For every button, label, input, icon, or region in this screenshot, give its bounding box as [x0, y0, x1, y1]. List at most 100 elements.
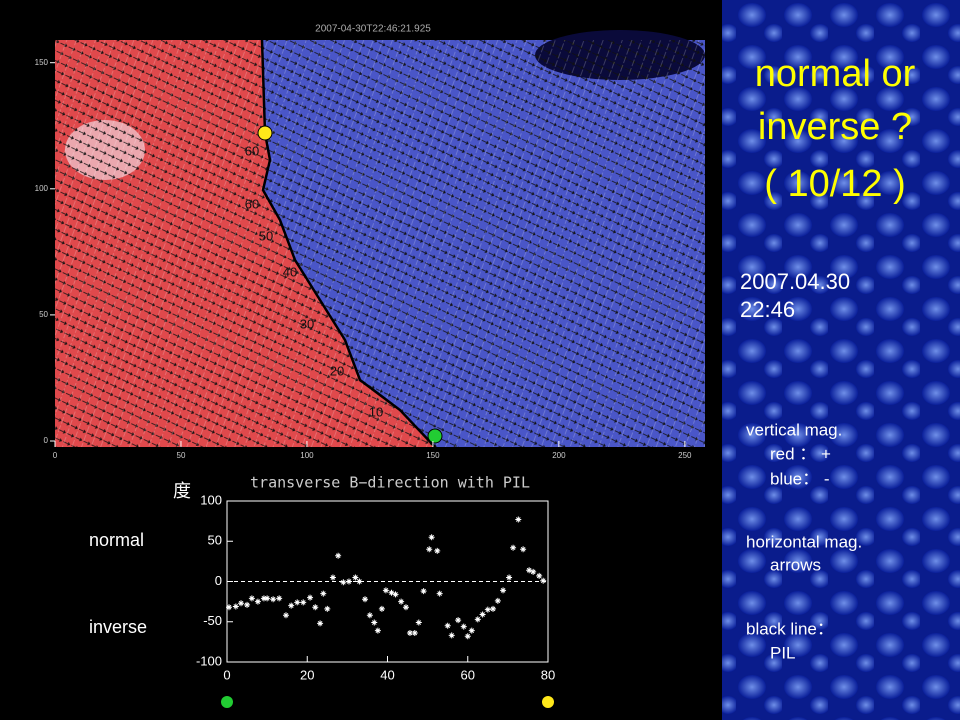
- end-dot: [427, 428, 443, 444]
- data-point: [382, 587, 389, 594]
- y-tick-label: 0: [215, 573, 222, 588]
- data-point: [362, 596, 369, 603]
- data-point: [366, 612, 373, 619]
- data-point: [238, 600, 245, 607]
- x-tick-label: 0: [223, 667, 230, 682]
- data-point: [540, 577, 547, 584]
- y-tick-label: -50: [203, 613, 222, 628]
- data-point: [335, 552, 342, 559]
- y-tick-label: -100: [196, 653, 222, 668]
- data-point: [520, 546, 527, 553]
- data-point: [307, 594, 314, 601]
- x-tick-label: 20: [300, 667, 314, 682]
- pil-angle-label: 50: [259, 228, 273, 243]
- x-tick-label: 100: [300, 451, 314, 460]
- y-tick-label: 100: [200, 492, 222, 507]
- data-point: [392, 591, 399, 598]
- y-tick-label: 50: [208, 533, 222, 548]
- y-tick-label: 0: [44, 436, 49, 445]
- start-dot: [221, 696, 233, 708]
- data-point: [288, 602, 295, 609]
- data-point: [312, 604, 319, 611]
- data-point: [494, 597, 501, 604]
- legend-text: PIL: [770, 643, 796, 662]
- arrows-light: [55, 40, 705, 447]
- data-point: [506, 574, 513, 581]
- data-point: [474, 616, 481, 623]
- data-point: [374, 627, 381, 634]
- data-point: [406, 630, 413, 637]
- legend-text: horizontal mag.: [746, 532, 862, 551]
- time: 22:46: [740, 297, 795, 322]
- data-point: [460, 623, 467, 630]
- data-point: [411, 630, 418, 637]
- granulation-background: [722, 0, 960, 720]
- data-point: [254, 598, 261, 605]
- data-point: [232, 603, 239, 610]
- data-point: [420, 588, 427, 595]
- y-tick-label: 50: [39, 310, 48, 319]
- pil-angle-label: 30: [300, 316, 314, 331]
- data-point: [468, 627, 475, 634]
- pil-angle-label: 60: [245, 143, 259, 158]
- plot-frame: [226, 500, 549, 663]
- pil-angle-label: 60: [245, 196, 259, 211]
- data-point: [270, 596, 277, 603]
- data-point: [248, 595, 255, 602]
- data-point: [324, 605, 331, 612]
- x-tick-label: 40: [380, 667, 394, 682]
- legend-text: red ： +: [770, 444, 831, 463]
- data-point: [428, 534, 435, 541]
- side-panel: normal or inverse ? ( 10/12 ) 2007.04.30 22:…: [740, 53, 916, 662]
- pil-angle-label: 40: [283, 264, 297, 279]
- data-point: [226, 604, 233, 611]
- data-point: [345, 578, 352, 585]
- data-point: [300, 599, 307, 606]
- slide-title: normal or: [755, 53, 916, 95]
- x-tick-label: 60: [461, 667, 475, 682]
- data-point: [294, 599, 301, 606]
- y-axis-label: 度: [173, 481, 191, 501]
- pil-angle-label: 10: [369, 404, 383, 419]
- data-point: [464, 633, 471, 640]
- data-point: [510, 544, 517, 551]
- data-point: [530, 568, 537, 575]
- data-point: [455, 617, 462, 624]
- x-tick-label: 200: [552, 451, 566, 460]
- data-point: [276, 595, 283, 602]
- x-tick-label: 50: [177, 451, 186, 460]
- slide-title: ( 10/12 ): [764, 163, 906, 205]
- data-point: [378, 605, 385, 612]
- start-dot: [257, 125, 273, 141]
- legend-text: arrows: [770, 555, 821, 574]
- legend-text: vertical mag.: [746, 420, 842, 439]
- x-tick-label: 0: [53, 451, 58, 460]
- data-point: [484, 606, 491, 613]
- data-point: [260, 595, 267, 602]
- data-point: [448, 632, 455, 639]
- data-point: [515, 516, 522, 523]
- data-point: [388, 589, 395, 596]
- pil-line: [260, 39, 436, 448]
- data-point: [340, 579, 347, 586]
- plot-title: transverse B−direction with PIL: [250, 474, 530, 492]
- normal-label: normal: [89, 530, 144, 550]
- legend-text: blue： -: [770, 469, 830, 488]
- data-point: [426, 546, 433, 553]
- data-point: [434, 547, 441, 554]
- date: 2007.04.30: [740, 269, 850, 294]
- slide-title: inverse ?: [758, 106, 912, 148]
- data-point: [479, 611, 486, 618]
- data-point: [415, 619, 422, 626]
- data-point: [282, 612, 289, 619]
- x-tick-label: 80: [541, 667, 555, 682]
- data-point: [490, 605, 497, 612]
- image-title: 2007-04-30T22:46:21.925: [315, 24, 431, 35]
- data-point: [317, 620, 324, 627]
- data-point: [526, 567, 533, 574]
- data-point: [444, 622, 451, 629]
- data-point: [371, 619, 378, 626]
- data-point: [436, 590, 443, 597]
- x-tick-label: 250: [678, 451, 692, 460]
